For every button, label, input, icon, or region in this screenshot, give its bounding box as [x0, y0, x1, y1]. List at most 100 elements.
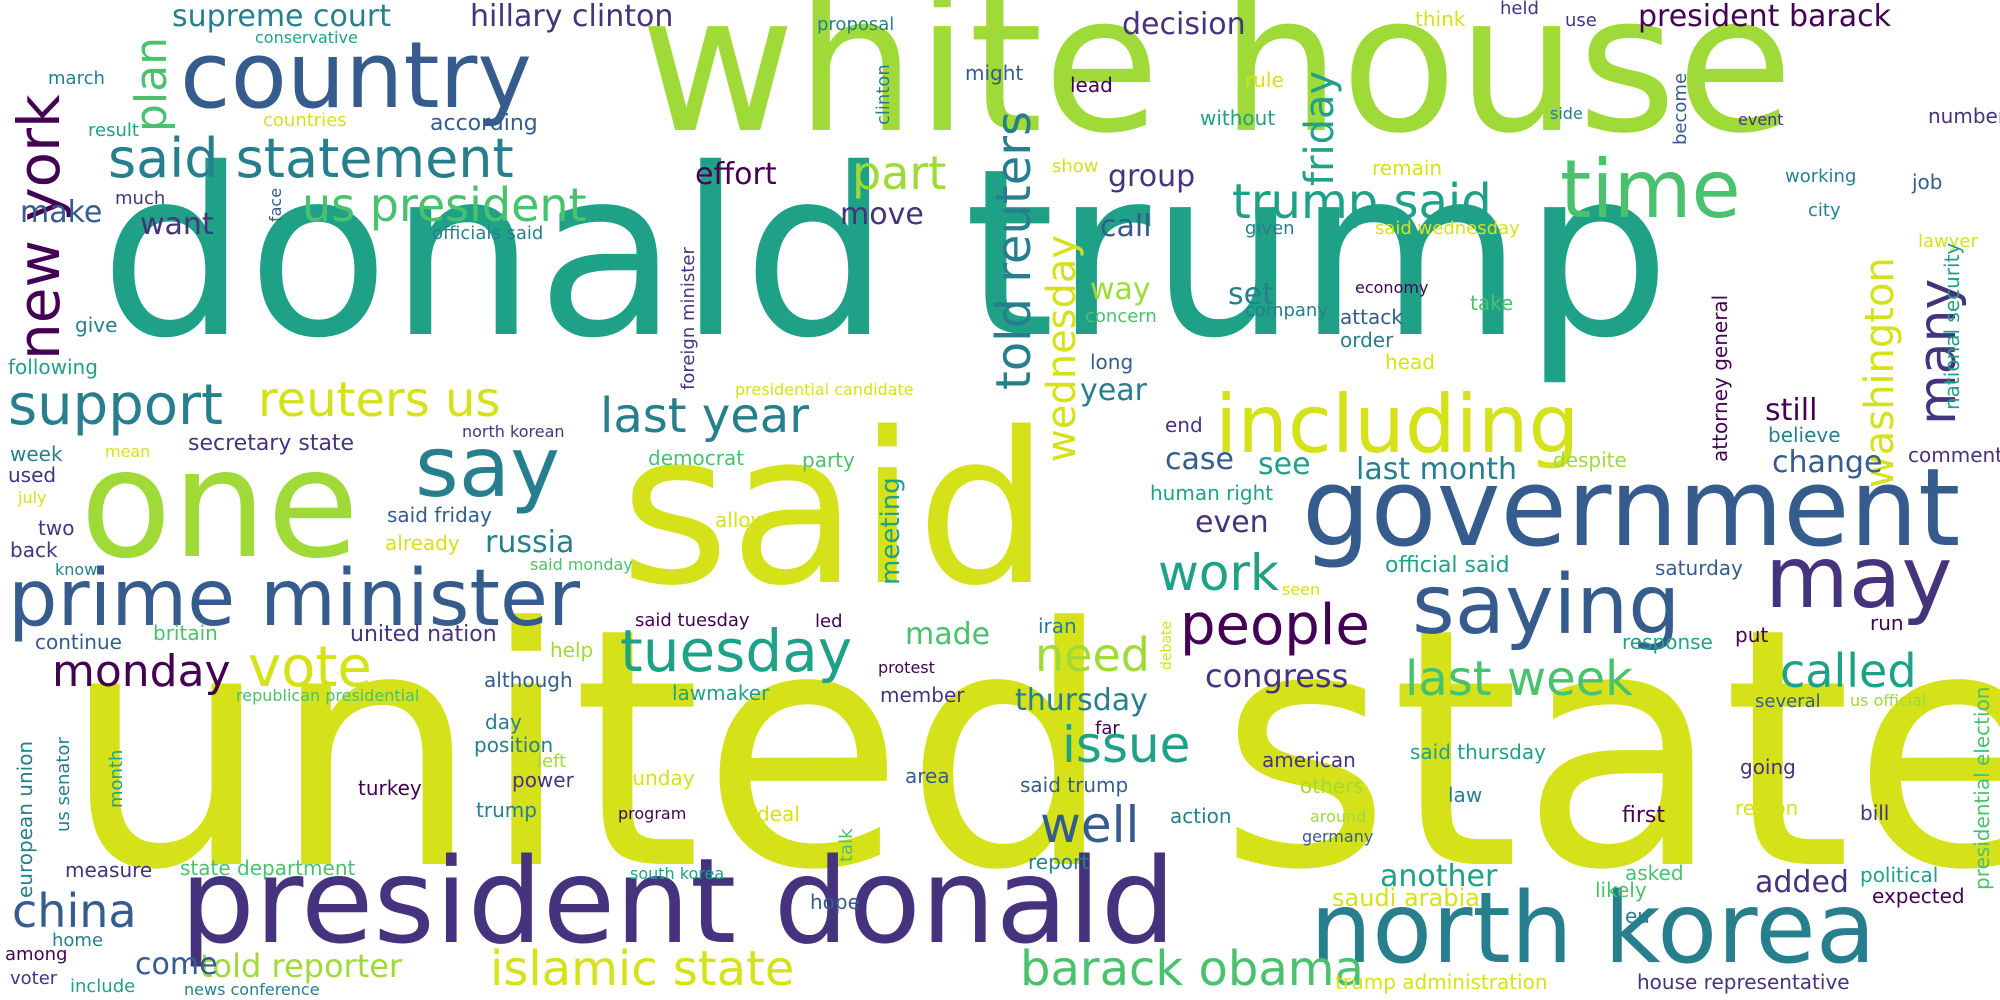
word-lawmaker: lawmaker [672, 681, 770, 705]
word-work: work [1158, 544, 1279, 602]
word-issue: issue [1062, 716, 1191, 774]
word-last-month: last month [1356, 452, 1518, 487]
word-us-president: us president [302, 178, 587, 232]
word-area: area [905, 764, 950, 788]
word-according: according [430, 111, 538, 136]
word-might: might [965, 61, 1024, 85]
word-become: become [1670, 72, 1691, 145]
word-said-statement: said statement [108, 127, 514, 190]
word-trump-administration: trump administration [1335, 970, 1548, 994]
word-eu: eu [1625, 904, 1650, 928]
word-already: already [385, 531, 460, 555]
word-month: month [106, 749, 127, 808]
word-said-friday: said friday [387, 503, 492, 527]
word-still: still [1765, 393, 1818, 428]
word-protest: protest [878, 658, 935, 677]
word-house-representative: house representative [1637, 970, 1850, 994]
word-result: result [88, 120, 139, 141]
word-one: one [80, 418, 360, 592]
word-barack-obama: barack obama [1020, 941, 1364, 997]
word-side: side [1550, 104, 1583, 123]
word-take: take [1470, 291, 1514, 315]
word-last-week: last week [1405, 651, 1633, 707]
word-hope: hope [810, 890, 860, 914]
word-remain: remain [1372, 156, 1443, 180]
word-another: another [1380, 859, 1498, 894]
word-north-korea: north korea [1310, 872, 1876, 986]
word-officials-said: officials said [432, 223, 544, 244]
word-european-union: european union [13, 740, 37, 898]
word-working: working [1785, 166, 1857, 187]
word-use: use [1565, 10, 1597, 31]
word-make: make [20, 195, 103, 230]
word-following: following [8, 355, 98, 379]
word-end: end [1165, 413, 1203, 437]
word-islamic-state: islamic state [490, 941, 795, 997]
word-come: come [135, 947, 218, 982]
word-order: order [1340, 328, 1394, 352]
word-support: support [8, 373, 224, 438]
word-help: help [550, 638, 594, 662]
word-continue: continue [35, 630, 122, 654]
word-first: first [1622, 803, 1665, 828]
word-move: move [840, 197, 924, 232]
word-voter: voter [10, 968, 58, 989]
word-congress: congress [1205, 657, 1349, 695]
word-countries: countries [263, 110, 347, 131]
word-country: country [180, 22, 532, 129]
word-president-barack: president barack [1638, 0, 1891, 34]
word-much: much [115, 188, 166, 209]
word-well: well [1040, 796, 1140, 854]
word-last-year: last year [600, 388, 809, 444]
word-state-department: state department [180, 856, 356, 880]
word-news-conference: news conference [184, 980, 320, 999]
word-people: people [1180, 593, 1370, 658]
word-home: home [52, 930, 104, 951]
word-said-wednesday: said wednesday [1375, 218, 1520, 239]
word-secretary-state: secretary state [188, 431, 355, 456]
word-show: show [1052, 156, 1099, 177]
word-believe: believe [1768, 423, 1841, 447]
word-despite: despite [1553, 448, 1627, 472]
word-saying: saying [1412, 558, 1681, 653]
word-said-trump: said trump [1020, 773, 1129, 797]
word-britain: britain [153, 621, 218, 645]
word-used: used [8, 463, 57, 487]
word-measure: measure [65, 858, 153, 882]
word-call: call [1100, 209, 1152, 244]
word-allow: allow [715, 508, 767, 532]
word-even: even [1195, 505, 1269, 540]
word-sunday: sunday [622, 766, 695, 790]
word-day: day [485, 710, 522, 734]
word-say: say [415, 418, 560, 516]
word-friday: friday [1297, 70, 1343, 186]
word-company: company [1245, 300, 1328, 321]
word-far: far [1095, 718, 1120, 739]
word-united-nation: united nation [350, 622, 497, 647]
word-group: group [1108, 159, 1196, 194]
word-give: give [75, 313, 118, 337]
word-event: event [1738, 110, 1784, 129]
word-mean: mean [105, 442, 151, 461]
word-said-monday: said monday [530, 555, 633, 574]
word-added: added [1755, 865, 1849, 900]
word-republican-presidential: republican presidential [236, 686, 420, 705]
word-march: march [48, 68, 105, 89]
word-change: change [1772, 445, 1883, 480]
word-hillary-clinton: hillary clinton [470, 0, 674, 34]
word-around: around [1310, 807, 1367, 826]
word-including: including [1215, 378, 1580, 471]
word-attorney-general: attorney general [1708, 294, 1732, 462]
word-need: need [1035, 628, 1150, 682]
word-us-senator: us senator [53, 737, 74, 832]
word-donald-trump: donald trump [100, 119, 1671, 389]
word-monday: monday [52, 646, 231, 697]
word-thursday: thursday [1015, 683, 1148, 718]
word-july: july [18, 488, 47, 507]
word-several: several [1755, 691, 1821, 712]
word-want: want [140, 207, 214, 242]
word-political: political [1860, 863, 1939, 887]
word-position: position [474, 733, 554, 757]
word-government: government [1302, 446, 1961, 571]
